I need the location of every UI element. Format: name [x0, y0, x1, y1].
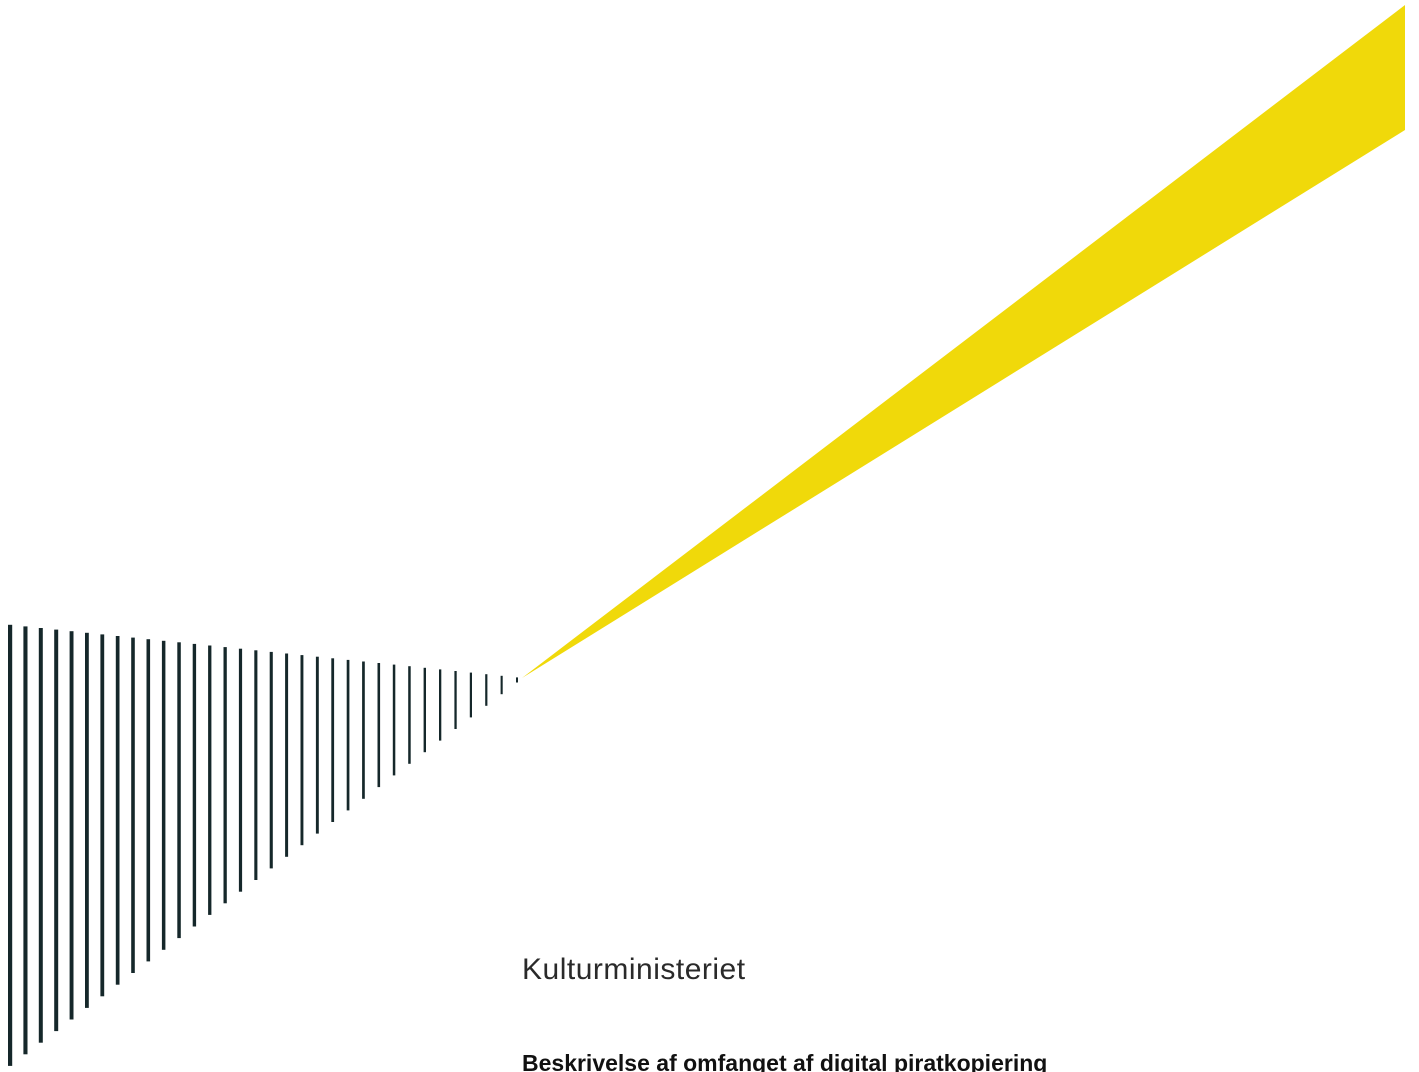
stripe-bar [516, 677, 518, 683]
stripe-bar [177, 642, 181, 939]
stripe-wedge-graphic [8, 624, 518, 1066]
stripe-bar [38, 628, 43, 1043]
stripe-bar [115, 636, 120, 985]
stripe-bar [362, 661, 365, 799]
stripe-bar [469, 672, 472, 718]
ministry-name: Kulturministeriet [522, 953, 746, 986]
stripe-bar [254, 650, 258, 880]
stripe-bar [269, 651, 273, 869]
stripe-bar [146, 639, 151, 962]
stripe-bar [315, 656, 319, 834]
stripe-bar [208, 645, 212, 915]
stripe-bar [8, 624, 13, 1066]
yellow-beam-graphic [522, 5, 1405, 678]
stripe-bar [285, 653, 289, 857]
stripe-bar [100, 634, 105, 997]
stripe-bar [223, 647, 227, 904]
stripe-bar [439, 669, 442, 741]
stripe-bar [331, 658, 335, 822]
stripe-bar [23, 626, 28, 1055]
document-title: Beskrivelse af omfanget af digital pirat… [522, 1050, 1048, 1072]
stripe-bar [377, 663, 381, 788]
stripe-bar [69, 631, 74, 1020]
stripe-bar [423, 667, 426, 753]
stripe-bar [346, 659, 350, 811]
stripe-bar [192, 643, 197, 927]
stripe-bar [300, 655, 304, 846]
stripe-bar [54, 629, 59, 1032]
stripe-bar [161, 640, 166, 950]
stripe-bar [408, 666, 411, 764]
stripe-bar [392, 664, 396, 776]
stripe-bar [131, 637, 135, 973]
stripe-bar [485, 674, 488, 706]
stripe-bar [454, 671, 457, 729]
stripe-bar [85, 632, 89, 1008]
stripe-bar [238, 648, 243, 892]
stripe-bar [500, 675, 503, 695]
